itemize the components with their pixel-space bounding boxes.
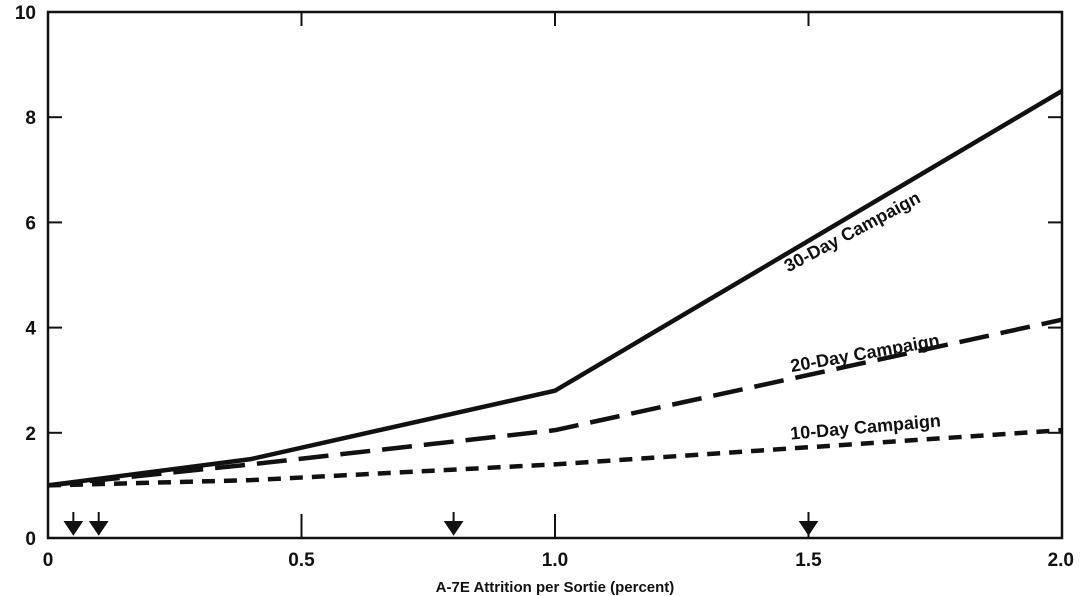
tick-marks <box>48 12 1062 538</box>
series-30-day-label: 30-Day Campaign <box>781 187 924 276</box>
x-tick-label: 0.5 <box>288 550 315 571</box>
down-arrow-marker <box>798 512 819 536</box>
y-tick-label: 2 <box>25 424 36 445</box>
down-arrow-marker <box>443 512 464 536</box>
series-20-day-line <box>47 317 1063 488</box>
y-tick-label: 6 <box>25 213 36 234</box>
y-tick-label: 0 <box>25 529 36 550</box>
x-tick-label: 0 <box>43 550 54 571</box>
series-10-day-label: 10-Day Campaign <box>789 410 941 443</box>
y-tick-label: 8 <box>25 108 36 129</box>
x-tick-label: 1.0 <box>542 550 568 571</box>
markers <box>63 512 819 536</box>
series-20-day-label: 20-Day Campaign <box>789 330 941 376</box>
x-axis-title: A-7E Attrition per Sortie (percent) <box>436 579 675 596</box>
x-tick-label: 1.5 <box>795 550 822 571</box>
series-10-day-line <box>47 427 1063 488</box>
x-tick-label: 2.0 <box>1048 550 1074 571</box>
tick-labels: 0 2 4 6 8 10 0 0.5 1.0 1.5 2.0 <box>15 3 1074 571</box>
down-arrow-marker <box>63 512 84 536</box>
series-30-day-line <box>47 88 1064 488</box>
series-lines <box>47 88 1064 488</box>
down-arrow-marker <box>88 512 109 536</box>
y-tick-label: 4 <box>25 319 36 340</box>
plot-frame <box>46 10 1064 540</box>
series-labels: 30-Day Campaign 20-Day Campaign 10-Day Cam… <box>781 187 942 443</box>
y-tick-label: 10 <box>15 3 36 24</box>
